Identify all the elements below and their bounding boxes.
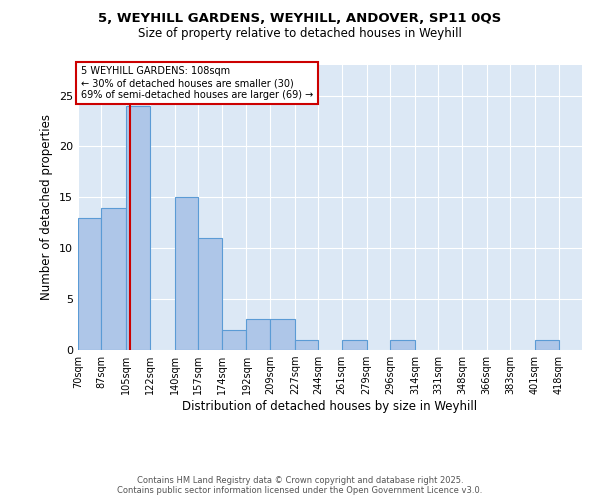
Bar [270,320,295,350]
Bar [78,218,101,350]
Text: 5 WEYHILL GARDENS: 108sqm
← 30% of detached houses are smaller (30)
69% of semi-: 5 WEYHILL GARDENS: 108sqm ← 30% of detac… [80,66,313,100]
Text: Size of property relative to detached houses in Weyhill: Size of property relative to detached ho… [138,28,462,40]
Bar [101,208,127,350]
Bar [247,320,270,350]
Bar [175,198,198,350]
Bar [198,238,221,350]
Text: Contains HM Land Registry data © Crown copyright and database right 2025.
Contai: Contains HM Land Registry data © Crown c… [118,476,482,495]
Text: 5, WEYHILL GARDENS, WEYHILL, ANDOVER, SP11 0QS: 5, WEYHILL GARDENS, WEYHILL, ANDOVER, SP… [98,12,502,26]
Bar [390,340,415,350]
Bar [295,340,318,350]
Bar [342,340,367,350]
Bar [127,106,150,350]
Bar [535,340,559,350]
Y-axis label: Number of detached properties: Number of detached properties [40,114,53,300]
Bar [221,330,247,350]
X-axis label: Distribution of detached houses by size in Weyhill: Distribution of detached houses by size … [182,400,478,413]
